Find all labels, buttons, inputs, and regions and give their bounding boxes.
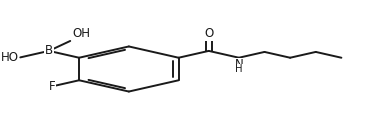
Text: OH: OH — [72, 27, 90, 40]
Text: B: B — [45, 44, 53, 57]
Text: H: H — [235, 64, 243, 74]
Text: O: O — [204, 27, 213, 40]
Text: HO: HO — [1, 51, 18, 64]
Text: N: N — [234, 58, 243, 71]
Text: F: F — [49, 80, 55, 93]
